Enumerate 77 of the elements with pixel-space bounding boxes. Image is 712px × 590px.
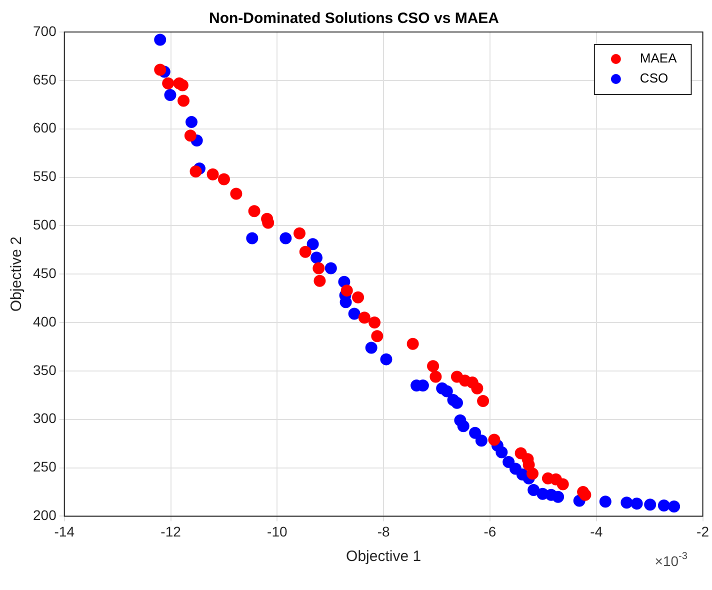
point <box>365 342 378 354</box>
point <box>450 396 463 409</box>
x-tick-label: -14 <box>54 523 75 540</box>
point <box>526 468 539 480</box>
point <box>312 262 325 274</box>
point <box>475 434 488 447</box>
point <box>630 498 643 510</box>
x-tick-label: -8 <box>377 523 390 540</box>
point <box>368 316 381 329</box>
y-tick-label: 250 <box>33 458 57 475</box>
y-tick-label: 650 <box>33 71 57 88</box>
point <box>248 205 260 218</box>
point <box>488 434 500 446</box>
point <box>340 284 353 297</box>
point <box>348 308 360 320</box>
point <box>352 291 364 304</box>
point <box>218 173 230 186</box>
point <box>430 370 442 383</box>
point <box>164 88 176 101</box>
y-tick-label: 450 <box>33 264 57 281</box>
legend-label: MAEA <box>640 50 678 66</box>
point <box>178 94 190 107</box>
point <box>644 498 656 511</box>
point <box>579 488 592 501</box>
legend-label: CSO <box>640 70 668 86</box>
point <box>246 232 258 244</box>
point <box>502 456 515 468</box>
x-axis-title: Objective 1 <box>346 548 422 566</box>
point <box>184 130 196 142</box>
point <box>380 353 392 366</box>
point <box>406 338 419 350</box>
point <box>440 385 453 398</box>
point <box>306 238 319 250</box>
point <box>162 77 174 90</box>
point <box>556 478 569 490</box>
x-tick-label: -2 <box>696 523 710 540</box>
point <box>620 496 633 509</box>
point <box>457 420 470 432</box>
y-tick-label: 400 <box>33 313 57 330</box>
y-tick-label: 550 <box>33 168 57 184</box>
point <box>427 360 440 372</box>
point <box>310 252 323 264</box>
point <box>371 330 384 342</box>
point <box>358 312 370 324</box>
y-tick-label: 500 <box>33 216 57 233</box>
y-axis-title: Objective 2 <box>8 236 26 312</box>
point <box>314 274 326 287</box>
point <box>294 227 306 240</box>
y-tick-label: 350 <box>33 362 57 378</box>
point <box>477 394 490 407</box>
point <box>471 382 484 394</box>
point <box>599 496 612 508</box>
point <box>190 165 202 178</box>
point <box>668 500 680 513</box>
point <box>154 34 166 46</box>
x-tick-label: -12 <box>160 523 182 540</box>
point <box>206 168 219 180</box>
y-tick-label: 200 <box>33 507 57 524</box>
point <box>154 64 166 76</box>
point <box>280 232 292 244</box>
x-tick-label: -4 <box>590 523 603 540</box>
point <box>552 490 564 503</box>
point <box>299 246 312 258</box>
point <box>324 262 337 274</box>
y-tick-label: 300 <box>33 410 57 426</box>
point <box>230 188 242 200</box>
y-tick-label: 600 <box>33 120 57 136</box>
y-tick-label: 700 <box>33 22 57 39</box>
point <box>496 446 508 458</box>
point <box>186 116 198 128</box>
point <box>469 426 482 439</box>
point <box>176 79 188 92</box>
x-tick-label: -6 <box>484 523 496 540</box>
point <box>658 500 670 512</box>
chart-title: Non-Dominated Solutions CSO vs MAEA <box>208 10 500 28</box>
x-tick-label: -10 <box>267 523 288 540</box>
point <box>528 484 540 496</box>
